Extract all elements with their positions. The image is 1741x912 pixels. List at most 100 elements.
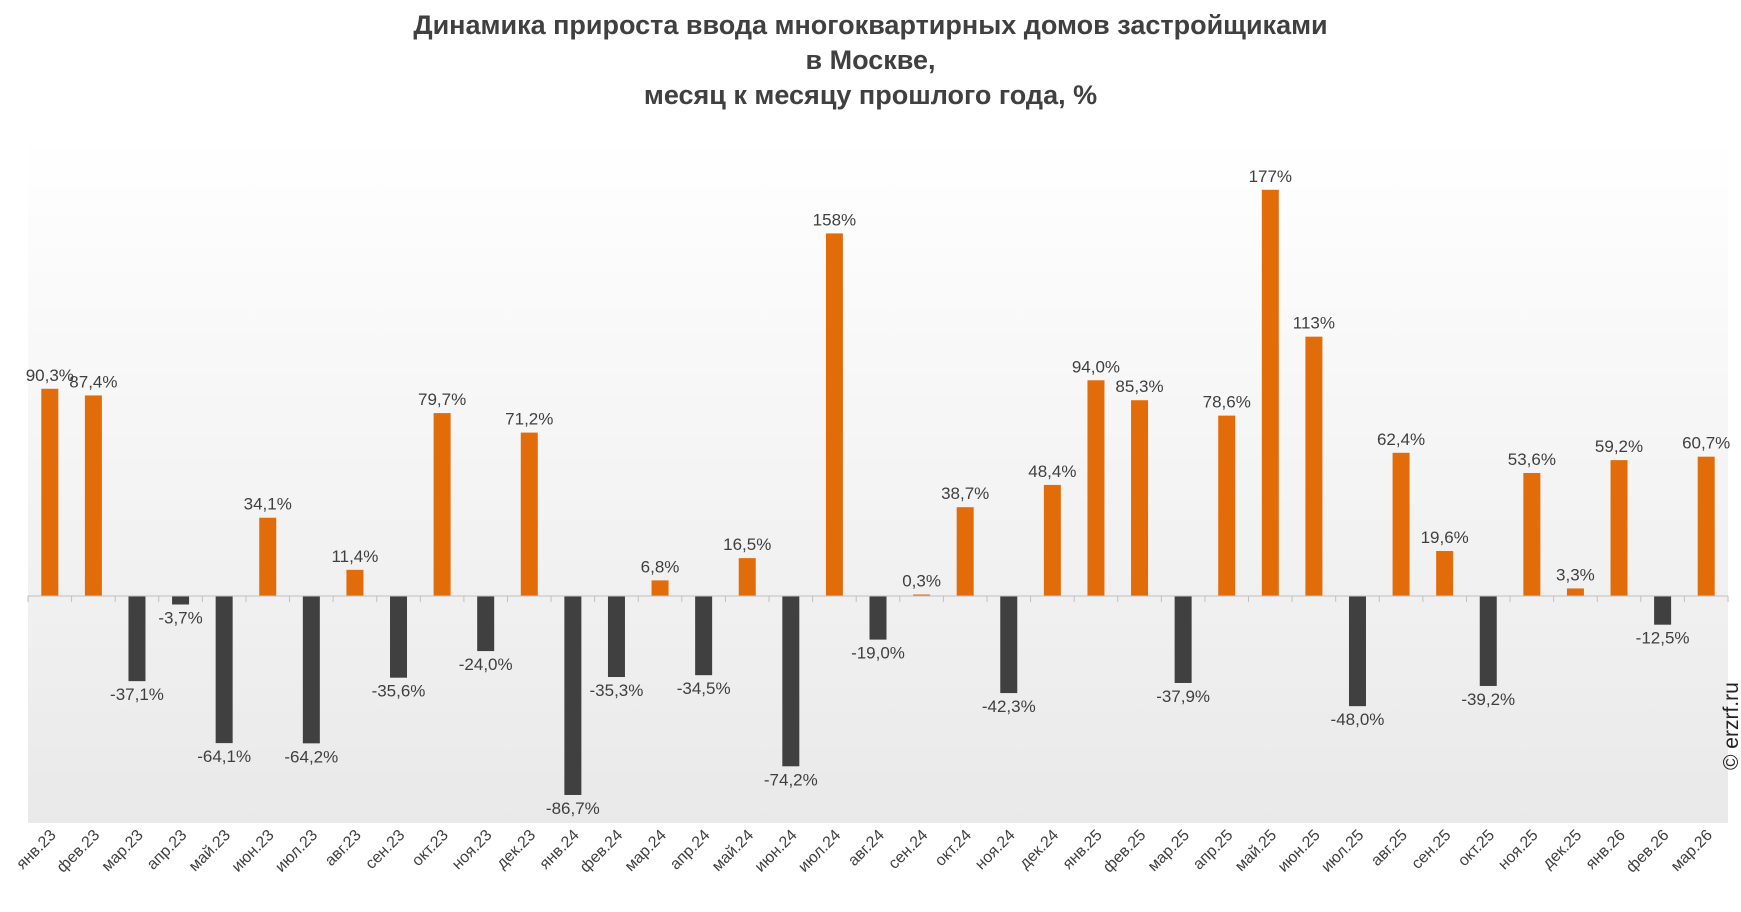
bar-дек.25 xyxy=(1566,588,1584,596)
x-tick-label: апр.25 xyxy=(1190,827,1237,874)
bar-сен.23 xyxy=(390,596,408,678)
data-label: 113% xyxy=(1293,314,1335,333)
data-label: 3,3% xyxy=(1556,565,1595,584)
data-label: -42,3% xyxy=(982,697,1036,716)
bar-сен.24 xyxy=(913,594,931,596)
x-tick-label: мар.24 xyxy=(622,827,670,875)
data-label: 94,0% xyxy=(1072,357,1120,376)
bar-мар.24 xyxy=(651,580,669,596)
data-label: -37,1% xyxy=(110,685,164,704)
x-tick-label: дек.23 xyxy=(494,827,540,873)
x-tick-label: сен.24 xyxy=(885,827,931,873)
bar-май.24 xyxy=(738,558,756,596)
data-label: 79,7% xyxy=(418,390,466,409)
x-tick-label: окт.23 xyxy=(409,827,452,870)
x-tick-label: май.24 xyxy=(709,827,757,875)
bar-мар.23 xyxy=(128,596,146,682)
x-tick-label: май.23 xyxy=(186,827,234,875)
chart-title-line-3: месяц к месяцу прошлого года, % xyxy=(643,80,1098,110)
data-label: 71,2% xyxy=(505,410,553,429)
x-tick-label: мар.25 xyxy=(1145,827,1193,875)
bar-июн.25 xyxy=(1305,336,1323,596)
x-tick-label: июл.25 xyxy=(1318,827,1367,876)
data-label: -24,0% xyxy=(459,655,513,674)
x-tick-label: фев.26 xyxy=(1623,827,1672,876)
x-tick-label: июн.23 xyxy=(229,827,278,876)
data-label: 53,6% xyxy=(1508,450,1556,469)
bar-апр.24 xyxy=(695,596,713,676)
data-labels-group: 90,3%87,4% -37,1% -3,7% -64,1% 34,1% -64,2% 11… xyxy=(26,167,1731,818)
x-tick-label: авг.23 xyxy=(322,827,365,870)
x-tick-label: окт.24 xyxy=(932,827,975,870)
data-label: 90,3% xyxy=(26,366,74,385)
data-label: 16,5% xyxy=(723,535,771,554)
bar-окт.24 xyxy=(956,507,974,596)
bar-авг.23 xyxy=(346,569,364,596)
data-label: 38,7% xyxy=(941,484,989,503)
data-label: -64,2% xyxy=(284,747,338,766)
bar-янв.25 xyxy=(1087,380,1105,596)
data-label: 34,1% xyxy=(244,495,292,514)
data-label: -12,5% xyxy=(1636,629,1690,648)
bar-окт.25 xyxy=(1479,596,1497,686)
chart-title-line-1: Динамика прироста ввода многоквартирных … xyxy=(413,10,1328,40)
data-label: 59,2% xyxy=(1595,437,1643,456)
bar-дек.23 xyxy=(520,432,538,596)
x-tick-label: янв.26 xyxy=(1583,827,1629,873)
bar-авг.25 xyxy=(1392,452,1410,596)
bar-мар.25 xyxy=(1174,596,1192,683)
data-label: 87,4% xyxy=(69,372,117,391)
data-label: -3,7% xyxy=(158,608,202,627)
bar-фев.23 xyxy=(84,395,102,596)
data-label: -19,0% xyxy=(851,644,905,663)
data-label: 62,4% xyxy=(1377,430,1425,449)
x-tick-label: янв.25 xyxy=(1060,827,1106,873)
x-tick-label: фев.23 xyxy=(54,827,103,876)
bar-фев.25 xyxy=(1131,400,1149,596)
bar-янв.26 xyxy=(1610,460,1628,596)
data-label: 85,3% xyxy=(1115,377,1163,396)
x-tick-label: дек.24 xyxy=(1017,827,1063,873)
bar-фев.24 xyxy=(607,596,625,678)
bar-июл.24 xyxy=(825,233,843,596)
x-tick-label: июл.23 xyxy=(272,827,321,876)
x-tick-label: июн.25 xyxy=(1275,827,1324,876)
bar-окт.23 xyxy=(433,413,451,596)
x-tick-labels-group: янв.23фев.23мар.23апр.23май.23июн.23июл.… xyxy=(13,827,1716,876)
bar-дек.24 xyxy=(1043,484,1061,596)
x-tick-label: июл.24 xyxy=(795,827,844,876)
data-label: -37,9% xyxy=(1156,687,1210,706)
data-label: 0,3% xyxy=(902,572,941,591)
watermark-text: © erzrf.ru xyxy=(1720,682,1741,770)
data-label: -86,7% xyxy=(546,799,600,818)
bar-ноя.24 xyxy=(1000,596,1018,694)
data-label: -34,5% xyxy=(677,679,731,698)
bar-ноя.25 xyxy=(1523,472,1541,596)
x-tick-label: мар.26 xyxy=(1668,827,1716,875)
x-tick-label: июн.24 xyxy=(752,827,801,876)
x-tick-label: авг.24 xyxy=(845,827,888,870)
chart-title: Динамика прироста ввода многоквартирных … xyxy=(0,8,1741,113)
data-label: 158% xyxy=(813,210,856,229)
x-tick-label: янв.23 xyxy=(13,827,59,873)
data-label: 11,4% xyxy=(331,547,378,566)
bar-апр.23 xyxy=(172,596,190,605)
x-tick-label: дек.25 xyxy=(1540,827,1586,873)
data-label: 6,8% xyxy=(641,557,680,576)
data-label: -39,2% xyxy=(1461,690,1515,709)
x-tick-label: май.25 xyxy=(1232,827,1280,875)
bar-янв.24 xyxy=(564,596,582,795)
data-label: 177% xyxy=(1249,167,1292,186)
bar-май.25 xyxy=(1261,189,1279,596)
bar-ноя.23 xyxy=(477,596,495,652)
bar-сен.25 xyxy=(1436,551,1454,596)
bar-июн.23 xyxy=(259,517,277,596)
bar-авг.24 xyxy=(869,596,887,640)
tick-marks-group xyxy=(27,596,1729,602)
data-label: -64,1% xyxy=(197,747,251,766)
data-label: 19,6% xyxy=(1421,528,1469,547)
x-tick-label: сен.25 xyxy=(1409,827,1455,873)
bar-май.23 xyxy=(215,596,233,744)
bar-фев.26 xyxy=(1654,596,1672,625)
